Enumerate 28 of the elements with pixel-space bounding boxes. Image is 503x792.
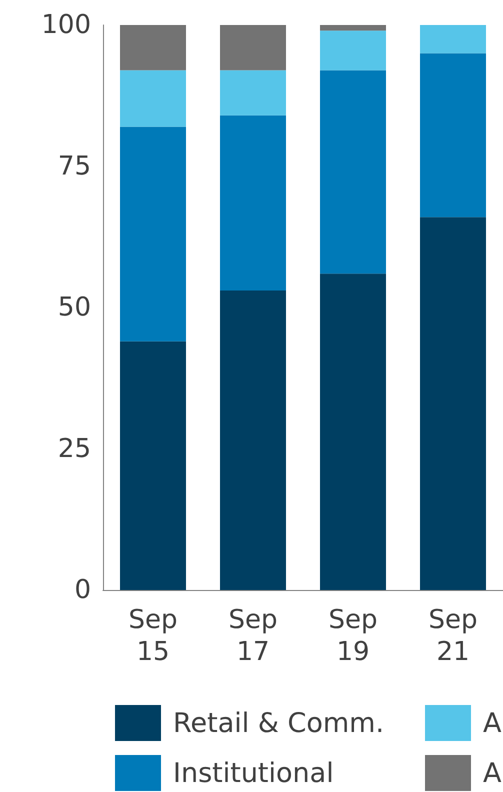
bar bbox=[420, 25, 486, 54]
bar bbox=[320, 30, 386, 70]
y-tick-label: 100 bbox=[41, 10, 91, 40]
bar bbox=[120, 25, 186, 70]
bar bbox=[220, 70, 286, 116]
bar bbox=[220, 290, 286, 590]
bar bbox=[320, 25, 386, 31]
bar bbox=[220, 25, 286, 70]
bar bbox=[220, 115, 286, 291]
legend-label: A bbox=[483, 708, 502, 738]
bar bbox=[120, 341, 186, 590]
bar bbox=[120, 70, 186, 127]
y-tick-label: 75 bbox=[58, 151, 91, 182]
bar bbox=[320, 274, 386, 590]
x-tick-label: Sep 21 bbox=[428, 605, 478, 667]
legend-label: Institutional bbox=[173, 758, 334, 788]
x-tick-label: Sep 19 bbox=[328, 605, 378, 667]
bar bbox=[420, 217, 486, 590]
bar bbox=[420, 53, 486, 218]
y-tick-label: 50 bbox=[58, 292, 91, 322]
y-tick-label: 25 bbox=[58, 434, 91, 464]
bar bbox=[120, 126, 186, 342]
x-tick-label: Sep 17 bbox=[228, 605, 278, 667]
bar bbox=[320, 70, 386, 274]
legend-label: A bbox=[483, 758, 502, 788]
y-tick-label: 0 bbox=[74, 575, 91, 605]
x-tick-label: Sep 15 bbox=[128, 605, 178, 667]
legend-label: Retail & Comm. bbox=[173, 708, 384, 738]
